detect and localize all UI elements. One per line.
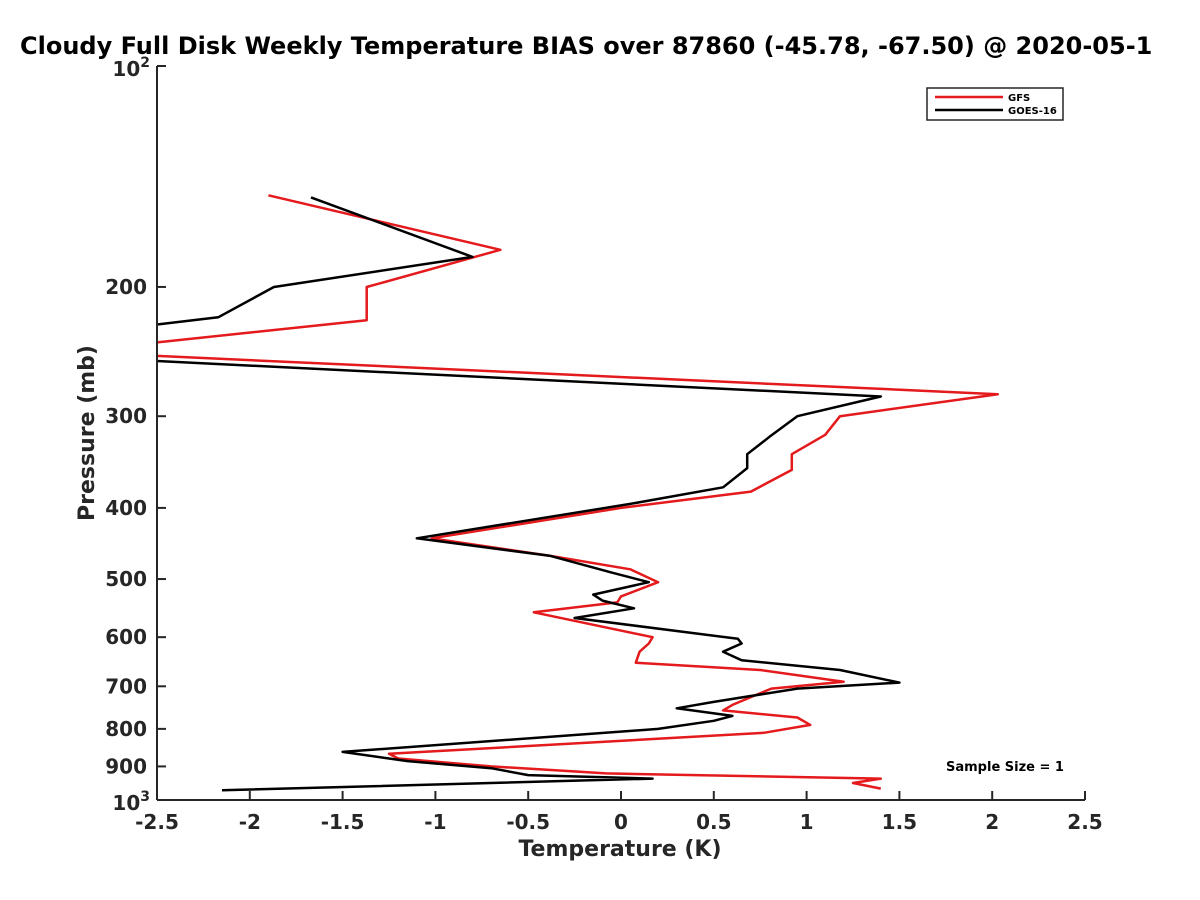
y-tick-label-200: 200 (105, 275, 147, 299)
y-tick-1000-base: 10 (112, 791, 140, 815)
x-tick-label-5: 0 (614, 810, 628, 834)
chart-title: Cloudy Full Disk Weekly Temperature BIAS… (20, 32, 1152, 60)
legend: GFS GOES-16 (926, 87, 1064, 121)
y-axis-label: Pressure (mb) (75, 345, 100, 521)
y-tick-100-exp: 2 (140, 55, 150, 71)
x-tick-label-10: 2.5 (1067, 810, 1102, 834)
x-tick-label-7: 1 (800, 810, 814, 834)
legend-label-gfs: GFS (1008, 93, 1030, 104)
x-axis-label: Temperature (K) (518, 837, 721, 862)
legend-box (926, 87, 1064, 121)
x-tick-label-2: -1.5 (321, 810, 365, 834)
x-tick-label-1: -2 (239, 810, 261, 834)
y-axis-ticks: 200 300 400 500 600 700 800 900 (105, 65, 166, 801)
x-tick-label-0: -2.5 (135, 810, 179, 834)
plot-area (157, 194, 1000, 792)
y-tick-label-300: 300 (105, 404, 147, 428)
legend-label-goes16: GOES-16 (1008, 106, 1057, 117)
y-tick-label-700: 700 (105, 674, 147, 698)
y-tick-label-400: 400 (105, 496, 147, 520)
y-tick-1000-exp: 3 (140, 789, 150, 805)
x-tick-label-4: -0.5 (506, 810, 550, 834)
x-tick-label-9: 2 (985, 810, 999, 834)
y-tick-label-600: 600 (105, 625, 147, 649)
series-line-goes16 (157, 196, 901, 792)
y-tick-label-100: 102 (112, 55, 150, 81)
x-tick-label-6: 0.5 (696, 810, 731, 834)
x-axis-ticks: -2.5 -2 -1.5 -1 -0.5 0 0.5 1 1.5 2 2.5 (135, 791, 1103, 834)
series-line-gfs (157, 194, 1000, 790)
y-tick-label-1000: 103 (112, 789, 150, 815)
y-tick-label-500: 500 (105, 567, 147, 591)
y-tick-100-base: 10 (112, 57, 140, 81)
x-tick-label-8: 1.5 (882, 810, 917, 834)
y-tick-label-800: 800 (105, 717, 147, 741)
x-tick-label-3: -1 (424, 810, 446, 834)
sample-size-annotation: Sample Size = 1 (946, 760, 1064, 775)
y-tick-label-900: 900 (105, 754, 147, 778)
